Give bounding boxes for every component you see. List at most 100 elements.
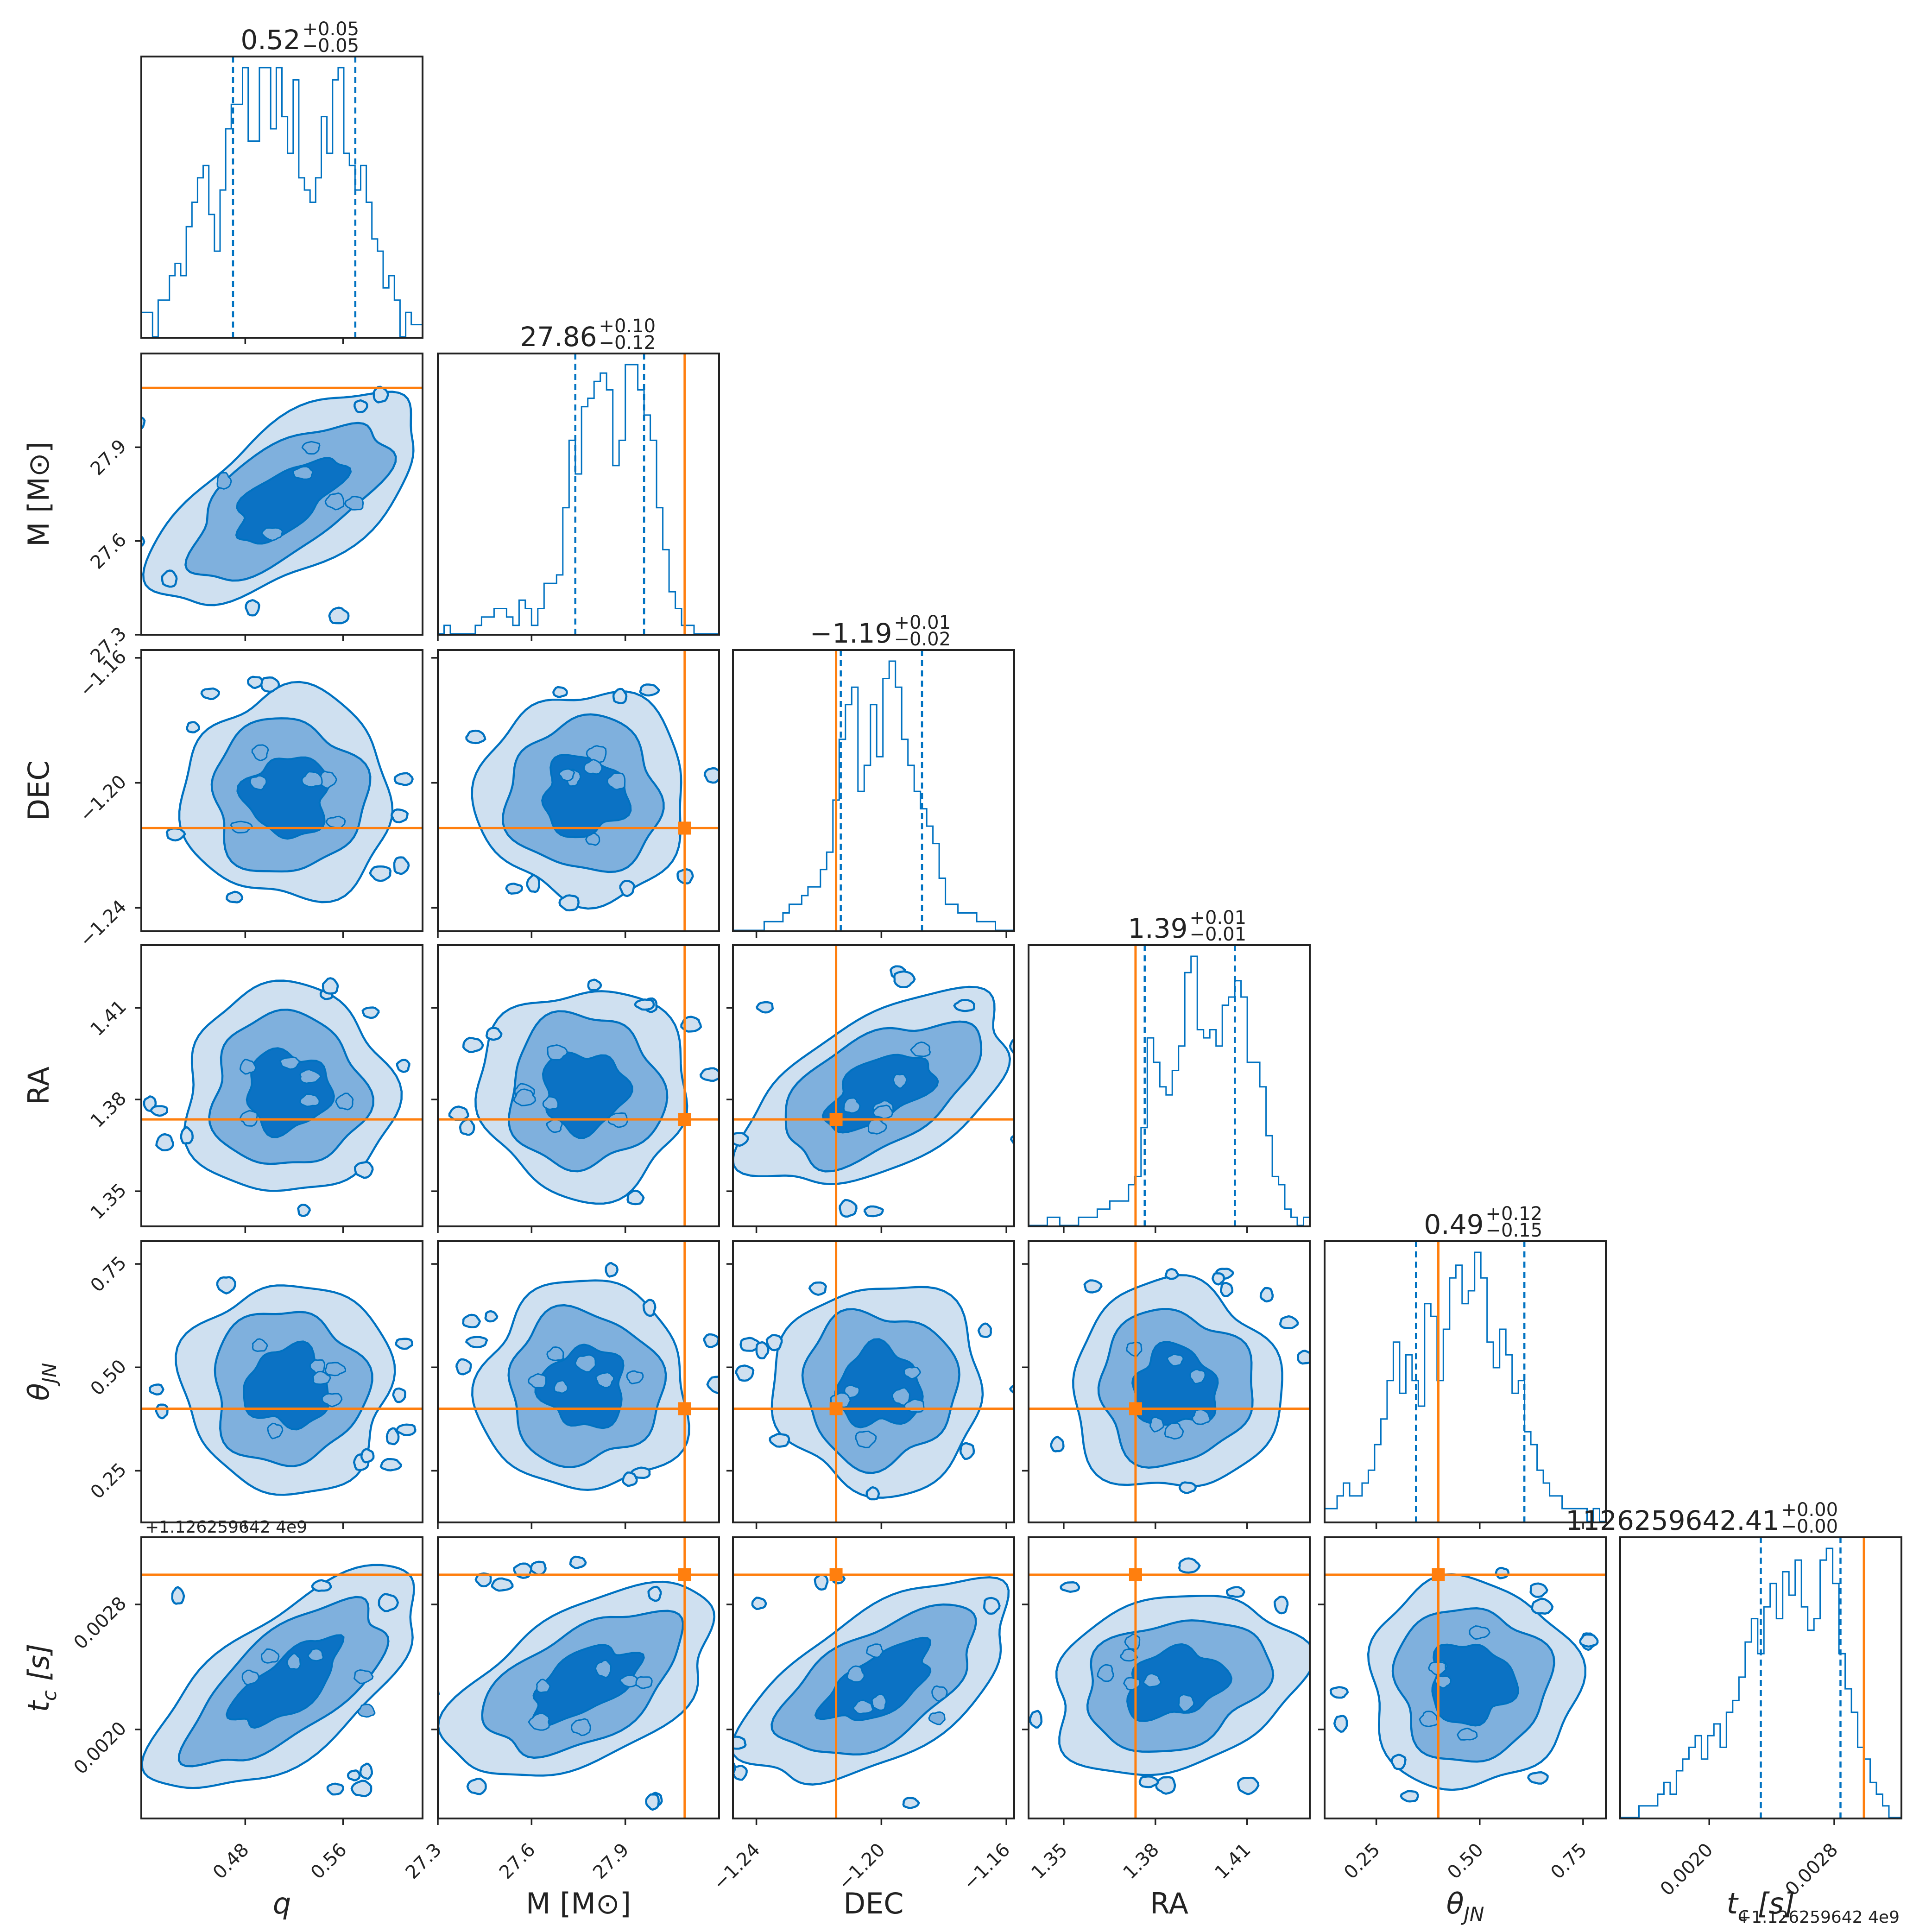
contour-hole xyxy=(1427,1661,1446,1676)
yaxis-label-thetaJN: θJN xyxy=(22,1363,61,1401)
contour-hole xyxy=(260,1648,280,1664)
contour-hole xyxy=(546,1346,564,1361)
contour-island xyxy=(569,1555,587,1569)
contour-hole xyxy=(286,1652,301,1670)
ytick-label-DEC-1: −1.20 xyxy=(76,771,131,826)
contour-hole xyxy=(536,1679,551,1693)
contour-island xyxy=(735,1364,755,1382)
frame-thetaJN xyxy=(1324,1240,1607,1523)
truth-marker xyxy=(1129,1402,1142,1415)
contour-hole xyxy=(1469,1625,1490,1640)
xtick-label-M-0: 27.3 xyxy=(402,1839,446,1884)
contour-island xyxy=(1531,1597,1554,1615)
contour-island xyxy=(1329,1686,1349,1699)
xtick-label-M-2: 27.9 xyxy=(589,1839,633,1884)
truth-marker xyxy=(678,821,691,835)
ytick-label-thetaJN-1: 0.50 xyxy=(87,1356,131,1400)
contour-island xyxy=(395,1338,414,1350)
contour-island xyxy=(1390,1753,1407,1770)
truth-marker xyxy=(678,1568,691,1581)
contour-inner xyxy=(1126,1643,1233,1722)
frame-DEC xyxy=(732,649,1015,932)
xtick-label-q-1: 0.56 xyxy=(307,1839,351,1884)
contour-island xyxy=(706,1376,719,1395)
contour-island xyxy=(1009,1384,1014,1394)
truth-marker xyxy=(1129,1568,1142,1581)
contour-inner xyxy=(530,1644,645,1729)
contour-panel-M-DEC xyxy=(431,649,720,938)
contour-island xyxy=(86,518,99,530)
contour-hole xyxy=(547,1044,568,1061)
contour-island xyxy=(369,865,392,882)
contour-inner xyxy=(242,1340,330,1431)
ytick-label-tc-1: 0.0028 xyxy=(70,1593,131,1654)
contour-island xyxy=(977,1322,992,1338)
contour-island xyxy=(465,729,486,745)
xtick-label-thetaJN-0: 0.25 xyxy=(1340,1839,1384,1884)
contour-island xyxy=(703,767,719,784)
xaxis-label-q: q xyxy=(273,1887,291,1920)
contour-island xyxy=(1178,1557,1201,1574)
contour-island xyxy=(1004,1705,1022,1718)
contour-hole xyxy=(239,1059,257,1075)
contour-island xyxy=(165,827,186,842)
xtick-label-DEC-2: −1.16 xyxy=(959,1839,1014,1894)
xaxis-label-RA: RA xyxy=(1150,1887,1188,1920)
contour-island xyxy=(149,1383,164,1395)
contour-island xyxy=(1527,1771,1549,1785)
summary-plus-DEC: +0.01 xyxy=(894,612,951,633)
contour-hole xyxy=(335,1092,354,1111)
yaxis-label-M: M [M⊙] xyxy=(22,442,56,547)
contour-panel-RA-thetaJN xyxy=(1022,1240,1311,1529)
contour-island xyxy=(626,1189,645,1206)
contour-island xyxy=(605,1262,619,1278)
contour-island xyxy=(392,1387,406,1403)
frame xyxy=(1028,1240,1311,1523)
contour-hole xyxy=(619,1674,638,1688)
contour-island xyxy=(361,1006,380,1019)
offset-text-left: +1.126259642 4e9 xyxy=(145,1518,307,1537)
contour-panel-M-tc xyxy=(431,1536,720,1825)
contour-island xyxy=(1400,1790,1419,1803)
summary-median-RA: 1.39 xyxy=(1128,913,1187,944)
truth-marker xyxy=(678,1113,691,1126)
contour-hole xyxy=(307,1648,324,1662)
summary-plus-q: +0.05 xyxy=(303,19,360,40)
contour-island xyxy=(328,606,350,625)
contour-hole xyxy=(249,775,267,791)
contour-panel-q-thetaJN xyxy=(135,1240,423,1529)
contour-hole xyxy=(279,1056,300,1070)
ytick-label-tc-0: 0.0020 xyxy=(70,1717,131,1778)
contour-island xyxy=(755,1001,774,1014)
summary-plus-thetaJN: +0.12 xyxy=(1486,1203,1543,1225)
contour-island xyxy=(393,772,414,786)
contour-hole xyxy=(574,1354,596,1373)
contour-hole xyxy=(344,496,364,511)
contour-hole xyxy=(267,1422,284,1440)
summary-median-q: 0.52 xyxy=(240,24,300,56)
xtick-label-tc-0: 0.0020 xyxy=(1656,1839,1717,1900)
xtick-label-RA-0: 1.35 xyxy=(1027,1839,1072,1884)
xaxis-label-M: M [M⊙] xyxy=(526,1887,631,1920)
contour-island xyxy=(953,999,975,1012)
frame-q xyxy=(140,56,423,339)
contour-island xyxy=(350,1780,373,1798)
contour-hole xyxy=(1120,1648,1138,1662)
contour-hole xyxy=(583,758,603,775)
contour-hole xyxy=(1189,1369,1206,1385)
histogram-RA xyxy=(1029,955,1310,1226)
contour-hole xyxy=(321,1393,343,1408)
contour-island xyxy=(485,1027,503,1041)
contour-island xyxy=(226,890,244,903)
ytick-label-thetaJN-0: 0.25 xyxy=(87,1459,131,1503)
contour-island xyxy=(814,1573,829,1591)
contour-hole xyxy=(1192,1408,1211,1425)
contour-inner xyxy=(814,1636,932,1721)
contour-hole xyxy=(324,1362,347,1376)
summary-median-tc: 1126259642.41 xyxy=(1566,1505,1779,1536)
contour-hole xyxy=(292,466,314,480)
contour-island xyxy=(699,1067,719,1082)
contour-island xyxy=(1495,1566,1510,1579)
contour-island xyxy=(359,1762,373,1780)
xtick-label-M-1: 27.6 xyxy=(495,1839,540,1884)
